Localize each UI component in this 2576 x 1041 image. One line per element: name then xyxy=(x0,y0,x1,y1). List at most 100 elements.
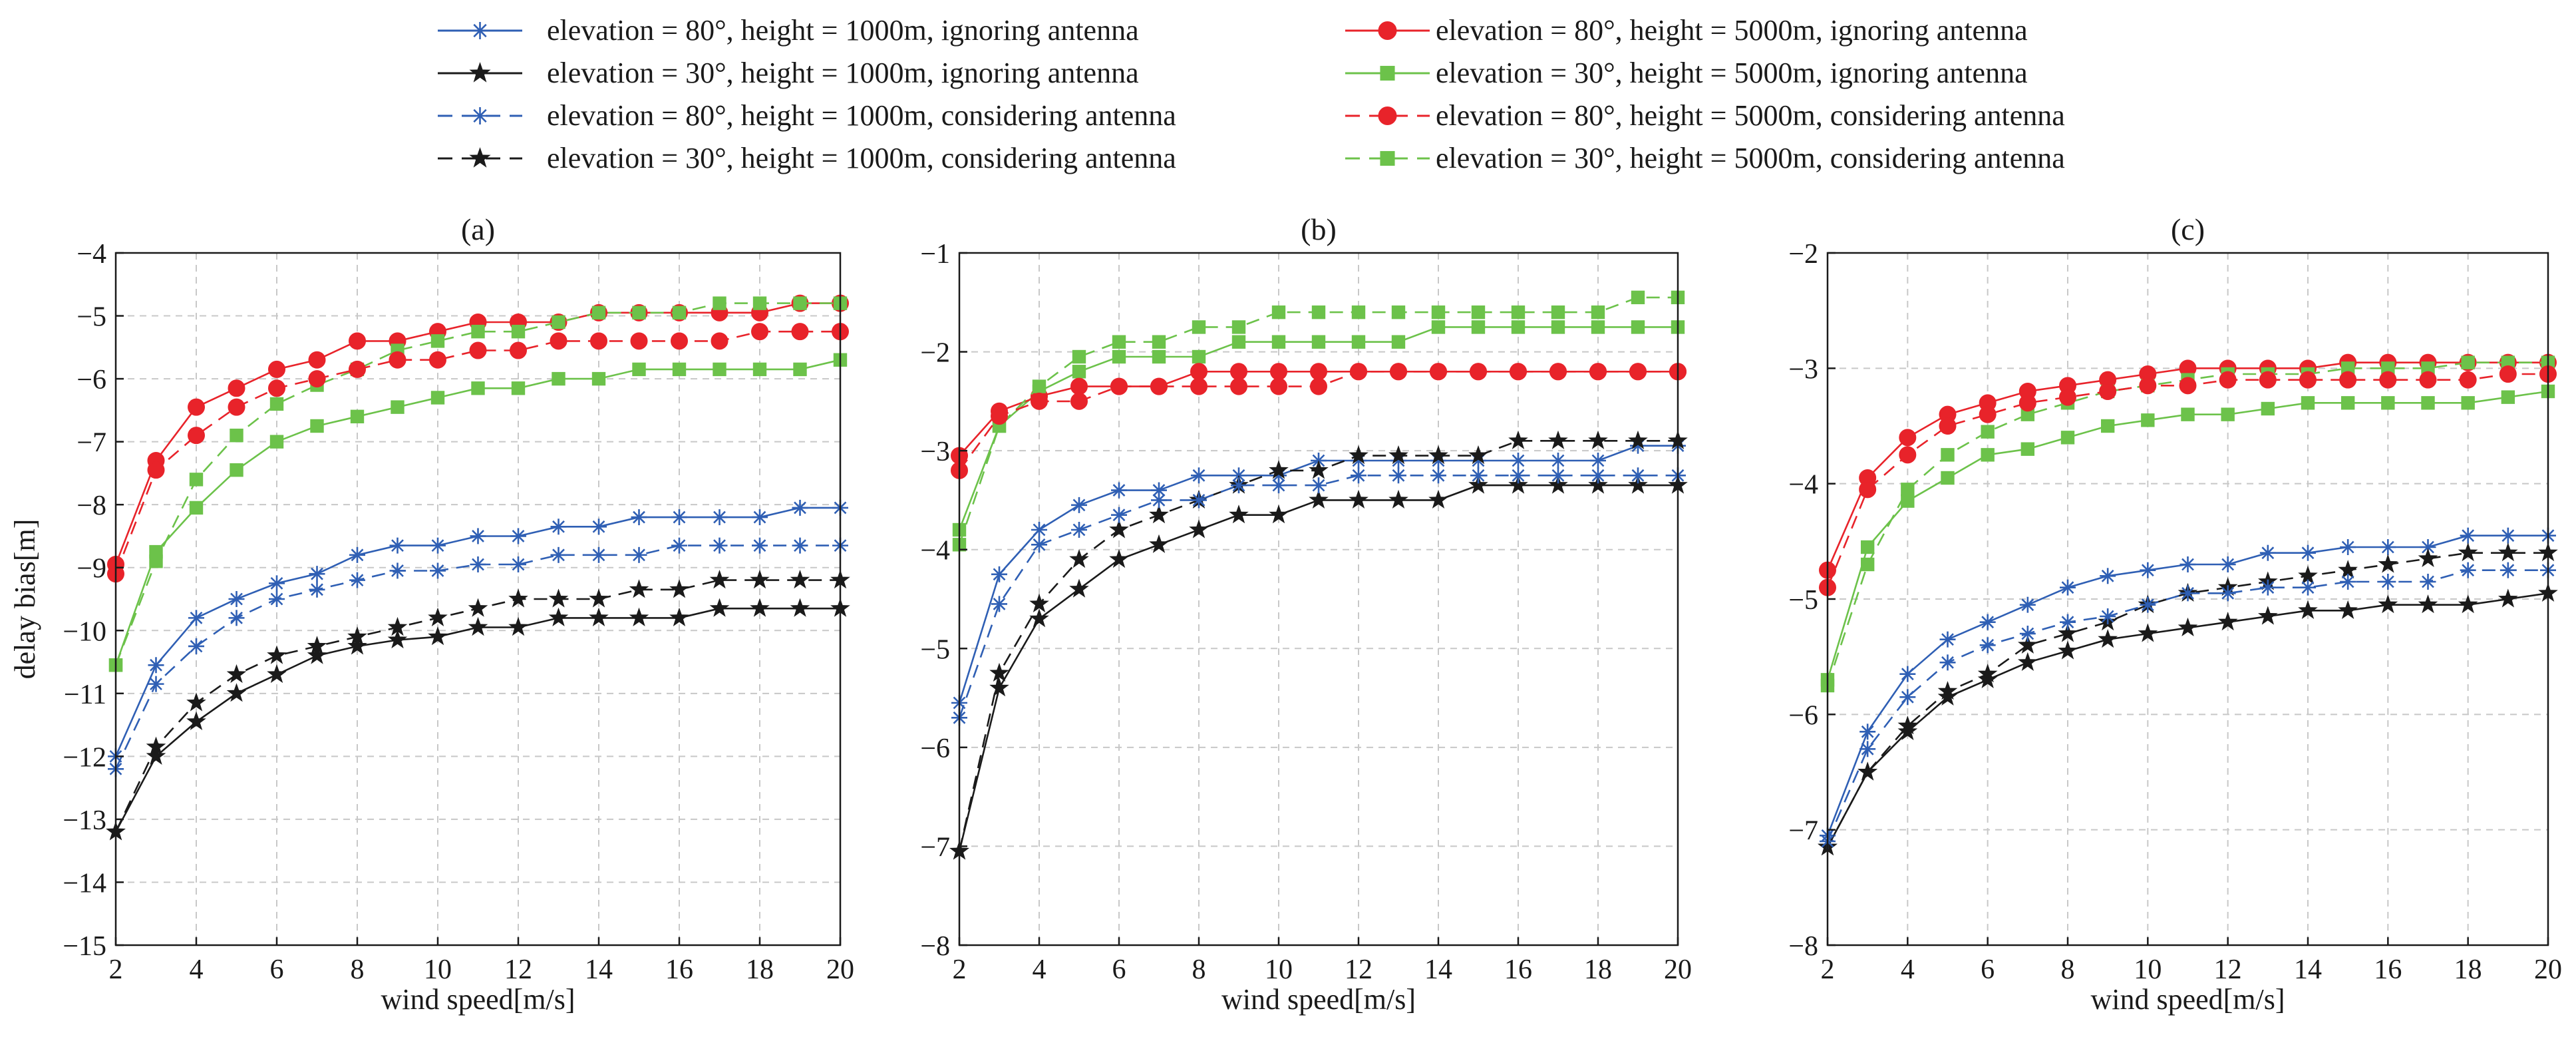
x-tick-label: 14 xyxy=(585,954,613,985)
data-point xyxy=(1508,475,1528,494)
x-tick-label: 18 xyxy=(1584,954,1612,985)
data-point xyxy=(2460,562,2476,578)
data-point xyxy=(2381,361,2395,375)
data-point xyxy=(1031,522,1047,538)
data-point xyxy=(1311,477,1327,494)
x-tick-label: 14 xyxy=(2294,954,2322,985)
data-point xyxy=(470,556,486,572)
data-point xyxy=(349,360,366,378)
data-point xyxy=(2378,594,2398,614)
data-point xyxy=(2179,585,2196,602)
x-tick-label: 18 xyxy=(2454,954,2482,985)
y-tick-label: −8 xyxy=(920,931,950,962)
data-point xyxy=(1269,505,1289,524)
data-point xyxy=(349,572,365,588)
data-point xyxy=(1309,489,1329,509)
data-point xyxy=(2020,442,2035,456)
y-tick-label: −11 xyxy=(64,680,106,710)
data-point xyxy=(1351,305,1366,319)
data-point xyxy=(1271,477,1287,494)
data-point xyxy=(1192,320,1206,334)
data-point xyxy=(1192,349,1206,364)
data-point xyxy=(1112,349,1126,364)
data-point xyxy=(430,537,446,554)
data-point xyxy=(669,579,689,598)
data-point xyxy=(750,570,770,589)
y-tick-label: −6 xyxy=(920,733,950,764)
y-tick-label: −14 xyxy=(63,868,106,899)
data-point xyxy=(1470,363,1487,381)
data-point xyxy=(146,736,166,755)
data-point xyxy=(2261,401,2275,416)
y-tick-label: −2 xyxy=(920,338,950,369)
data-point xyxy=(1859,741,1876,757)
legend-entry: elevation = 30°, height = 1000m, conside… xyxy=(438,142,1176,174)
x-tick-label: 12 xyxy=(1345,954,1372,985)
data-point xyxy=(1349,489,1368,509)
data-point xyxy=(2381,396,2395,410)
data-point xyxy=(752,296,767,310)
data-point xyxy=(1109,519,1129,538)
legend-label: elevation = 80°, height = 5000m, ignorin… xyxy=(1436,14,2028,47)
data-point xyxy=(672,362,687,377)
legend-marker xyxy=(1380,65,1395,81)
data-point xyxy=(1111,507,1127,523)
data-point xyxy=(188,427,205,445)
data-point xyxy=(1390,467,1406,484)
data-point xyxy=(1899,689,1916,706)
data-point xyxy=(791,323,809,341)
data-point xyxy=(711,509,728,526)
subplot-title: (c) xyxy=(2171,212,2205,246)
x-tick-label: 2 xyxy=(109,954,123,985)
legend-entry: elevation = 30°, height = 5000m, ignorin… xyxy=(1345,57,2028,89)
x-tick-label: 6 xyxy=(270,954,284,985)
data-point xyxy=(1271,305,1286,319)
y-tick-label: −13 xyxy=(63,805,106,836)
data-point xyxy=(1510,467,1526,484)
x-tick-label: 6 xyxy=(1112,954,1126,985)
data-point xyxy=(2499,365,2517,383)
y-tick-label: −4 xyxy=(1788,470,1818,501)
data-point xyxy=(1270,377,1287,395)
data-point xyxy=(2018,634,2038,654)
data-point xyxy=(1511,320,1526,334)
data-point xyxy=(1550,453,1566,469)
x-tick-label: 20 xyxy=(2534,954,2562,985)
data-point xyxy=(2058,623,2078,642)
legend-marker xyxy=(469,62,491,83)
data-point xyxy=(2019,626,2036,642)
data-point xyxy=(2179,377,2197,395)
y-tick-label: −10 xyxy=(63,616,106,647)
data-point xyxy=(1939,654,1956,671)
data-point xyxy=(2060,431,2075,445)
data-point xyxy=(347,636,367,655)
data-point xyxy=(1548,475,1568,494)
data-point xyxy=(1069,549,1089,568)
data-point xyxy=(1190,363,1208,381)
data-point xyxy=(1549,363,1567,381)
data-point xyxy=(1939,631,1956,648)
data-point xyxy=(308,351,326,369)
data-point xyxy=(1350,363,1367,381)
legend-entry: elevation = 80°, height = 5000m, conside… xyxy=(1345,99,2065,132)
data-point xyxy=(1979,405,1997,423)
data-point xyxy=(269,591,285,607)
data-point xyxy=(2100,419,2115,433)
data-point xyxy=(1070,392,1088,410)
data-point xyxy=(2018,394,2036,412)
data-point xyxy=(1589,363,1607,381)
data-point xyxy=(430,334,445,348)
data-point xyxy=(2019,596,2036,613)
data-point xyxy=(2060,579,2076,596)
x-tick-label: 16 xyxy=(665,954,693,985)
legend-entry: elevation = 30°, height = 1000m, ignorin… xyxy=(438,57,1139,89)
data-point xyxy=(2060,614,2076,630)
x-tick-label: 8 xyxy=(1192,954,1206,985)
y-tick-label: −2 xyxy=(1788,239,1818,270)
data-point xyxy=(2140,562,2156,578)
data-point xyxy=(511,381,526,395)
y-tick-label: −7 xyxy=(77,428,106,459)
data-point xyxy=(430,562,446,579)
data-point xyxy=(2300,544,2316,561)
data-point xyxy=(1151,492,1167,509)
